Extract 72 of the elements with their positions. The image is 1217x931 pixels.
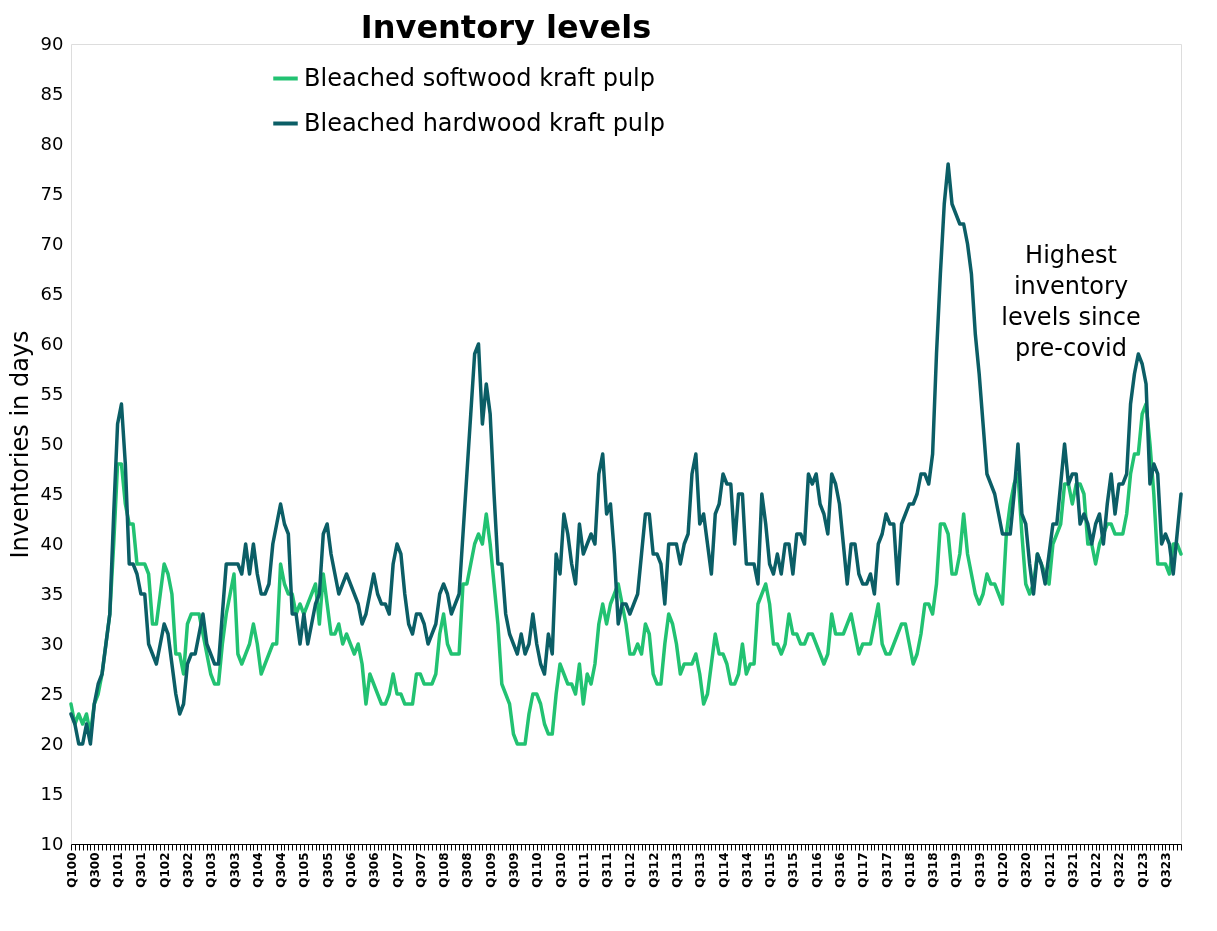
y-tick-label: 40	[40, 532, 64, 554]
x-tick-label: Q120	[995, 852, 1010, 888]
x-tick-label: Q300	[87, 852, 102, 888]
x-tick-label: Q314	[739, 852, 754, 888]
x-tick-label: Q100	[64, 852, 79, 888]
x-tick-label: Q104	[250, 852, 265, 888]
annotation: Highest inventory levels since pre-covid	[1001, 241, 1141, 362]
y-tick-label: 60	[40, 332, 64, 354]
x-tick-label: Q310	[553, 852, 568, 888]
x-tick-label: Q308	[460, 852, 475, 888]
x-tick-label: Q322	[1112, 852, 1127, 888]
x-tick-label: Q312	[646, 852, 661, 888]
x-tick-label: Q115	[763, 852, 778, 888]
x-tick-label: Q114	[716, 852, 731, 888]
y-tick-label: 35	[40, 582, 64, 604]
y-tick-label: 30	[40, 632, 64, 654]
x-tick-label: Q111	[576, 852, 591, 888]
x-tick-label: Q302	[180, 852, 195, 888]
y-tick-label: 85	[40, 82, 64, 104]
x-tick-label: Q315	[786, 852, 801, 888]
x-tick-label: Q121	[1042, 852, 1057, 888]
x-tick-label: Q319	[972, 852, 987, 888]
y-tick-label: 55	[40, 382, 64, 404]
x-tick-label: Q101	[111, 852, 126, 888]
x-tick-label: Q109	[483, 852, 498, 888]
x-tick-label: Q122	[1089, 852, 1104, 888]
y-tick-label: 10	[40, 832, 64, 854]
x-tick-label: Q307	[413, 852, 428, 888]
y-tick-label: 20	[40, 732, 64, 754]
x-tick-label: Q317	[879, 852, 894, 888]
x-tick-label: Q320	[1019, 852, 1034, 888]
y-tick-label: 50	[40, 432, 64, 454]
x-tick-label: Q116	[809, 852, 824, 888]
x-tick-label: Q108	[437, 852, 452, 888]
legend-label: Bleached softwood kraft pulp	[304, 63, 656, 92]
x-tick-label: Q123	[1135, 852, 1150, 888]
x-tick-label: Q119	[949, 852, 964, 888]
x-tick-label: Q107	[390, 852, 405, 888]
y-tick-label: 70	[40, 232, 64, 254]
x-tick-label: Q316	[832, 852, 847, 888]
x-tick-label: Q303	[227, 852, 242, 888]
x-tick-label: Q105	[297, 852, 312, 888]
x-tick-label: Q305	[320, 852, 335, 888]
x-tick-label: Q318	[926, 852, 941, 888]
line-series	[69, 162, 1183, 746]
x-tick-label: Q103	[204, 852, 219, 888]
x-tick-label: Q112	[623, 852, 638, 888]
x-tick-label: Q118	[902, 852, 917, 888]
x-tick-label: Q301	[134, 852, 149, 888]
x-tick-label: Q117	[856, 852, 871, 888]
y-tick-label: 75	[40, 182, 64, 204]
x-tick-label: Q313	[693, 852, 708, 888]
line-series	[69, 402, 1183, 746]
x-tick-label: Q321	[1065, 852, 1080, 888]
x-tick-label: Q106	[343, 852, 358, 888]
x-tick-label: Q309	[506, 852, 521, 888]
y-tick-label: 45	[40, 482, 64, 504]
chart-title: Inventory levels	[360, 8, 652, 46]
y-tick-label: 80	[40, 132, 64, 154]
y-tick-label: 90	[40, 32, 64, 54]
x-tick-label: Q113	[669, 852, 684, 888]
y-tick-label: 65	[40, 282, 64, 304]
y-tick-label: 25	[40, 682, 64, 704]
legend-label: Bleached hardwood kraft pulp	[304, 108, 665, 137]
x-tick-label: Q102	[157, 852, 172, 888]
y-tick-label: 15	[40, 782, 64, 804]
x-tick-label: Q323	[1158, 852, 1173, 888]
x-tick-label: Q304	[274, 852, 289, 888]
y-axis-title: Inventories in days	[5, 330, 34, 559]
x-tick-label: Q306	[367, 852, 382, 888]
x-tick-label: Q311	[600, 852, 615, 888]
x-tick-label: Q110	[530, 852, 545, 888]
